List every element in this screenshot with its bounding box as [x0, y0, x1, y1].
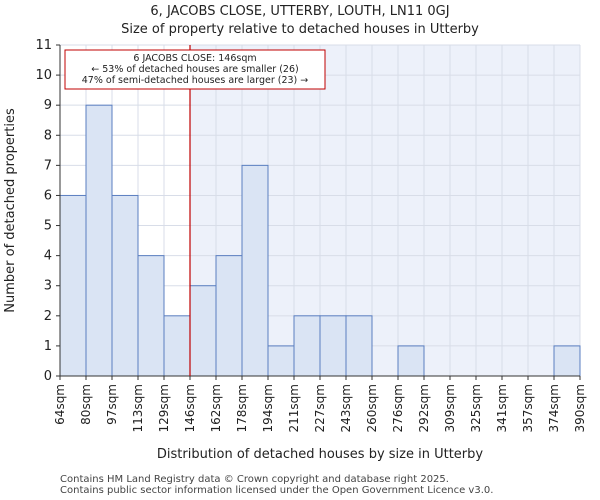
x-tick-label: 309sqm [443, 384, 457, 432]
x-axis-title: Distribution of detached houses by size … [157, 447, 484, 462]
x-tick-label: 80sqm [79, 384, 93, 425]
x-tick-label: 325sqm [469, 384, 483, 432]
y-tick-label: 11 [35, 38, 52, 53]
histogram-bar [189, 285, 217, 377]
x-tick-label: 129sqm [157, 384, 171, 432]
annotation-box [64, 49, 326, 90]
x-tick-label: 292sqm [417, 384, 431, 432]
y-tick-label: 4 [44, 249, 52, 264]
x-tick-label: 97sqm [105, 384, 119, 425]
histogram-bar [163, 315, 191, 377]
x-tick-label: 178sqm [235, 384, 249, 432]
annotation-title: 6 JACOBS CLOSE: 146sqm [133, 53, 256, 64]
histogram-bar [553, 345, 581, 377]
x-tick-label: 276sqm [391, 384, 405, 432]
histogram-bar [241, 164, 269, 377]
annotation-larger: 47% of semi-detached houses are larger (… [82, 75, 309, 86]
y-tick-label: 5 [44, 219, 52, 234]
y-tick-label: 2 [44, 309, 52, 324]
x-tick-label: 260sqm [365, 384, 379, 432]
y-tick-label: 9 [44, 98, 52, 113]
histogram-bar [137, 255, 165, 377]
histogram-bar [293, 315, 321, 377]
x-tick-label: 113sqm [131, 384, 145, 432]
x-tick-label: 374sqm [547, 384, 561, 432]
x-tick-label: 357sqm [521, 384, 535, 432]
annotation-smaller: ← 53% of detached houses are smaller (26… [91, 64, 298, 75]
histogram-bar [345, 315, 373, 377]
y-tick-label: 3 [44, 279, 52, 294]
chart-title-subtitle: Size of property relative to detached ho… [121, 22, 479, 37]
histogram-bar [319, 315, 347, 377]
x-tick-label: 64sqm [53, 384, 67, 425]
y-tick-label: 0 [44, 369, 52, 384]
x-tick-label: 390sqm [573, 384, 587, 432]
y-tick-label: 1 [44, 339, 52, 354]
x-tick-label: 227sqm [313, 384, 327, 432]
y-tick-label: 8 [44, 128, 52, 143]
histogram-bar [397, 345, 425, 377]
footer-copyright: Contains HM Land Registry data © Crown c… [60, 474, 449, 485]
histogram-bar [111, 194, 139, 377]
histogram-bar [85, 104, 113, 377]
x-tick-label: 243sqm [339, 384, 353, 432]
x-tick-label: 162sqm [209, 384, 223, 432]
histogram-bar [59, 194, 87, 377]
x-tick-label: 146sqm [183, 384, 197, 432]
footer-licence: Contains public sector information licen… [60, 485, 494, 496]
x-tick-label: 211sqm [287, 384, 301, 432]
y-tick-label: 10 [35, 68, 52, 83]
x-tick-label: 194sqm [261, 384, 275, 432]
x-tick-label: 341sqm [495, 384, 509, 432]
y-tick-label: 7 [44, 158, 52, 173]
histogram-bar [215, 255, 243, 377]
y-tick-label: 6 [44, 188, 52, 203]
histogram-bar [267, 345, 295, 377]
y-axis-title: Number of detached properties [3, 108, 18, 313]
chart-title-address: 6, JACOBS CLOSE, UTTERBY, LOUTH, LN11 0G… [150, 4, 450, 19]
